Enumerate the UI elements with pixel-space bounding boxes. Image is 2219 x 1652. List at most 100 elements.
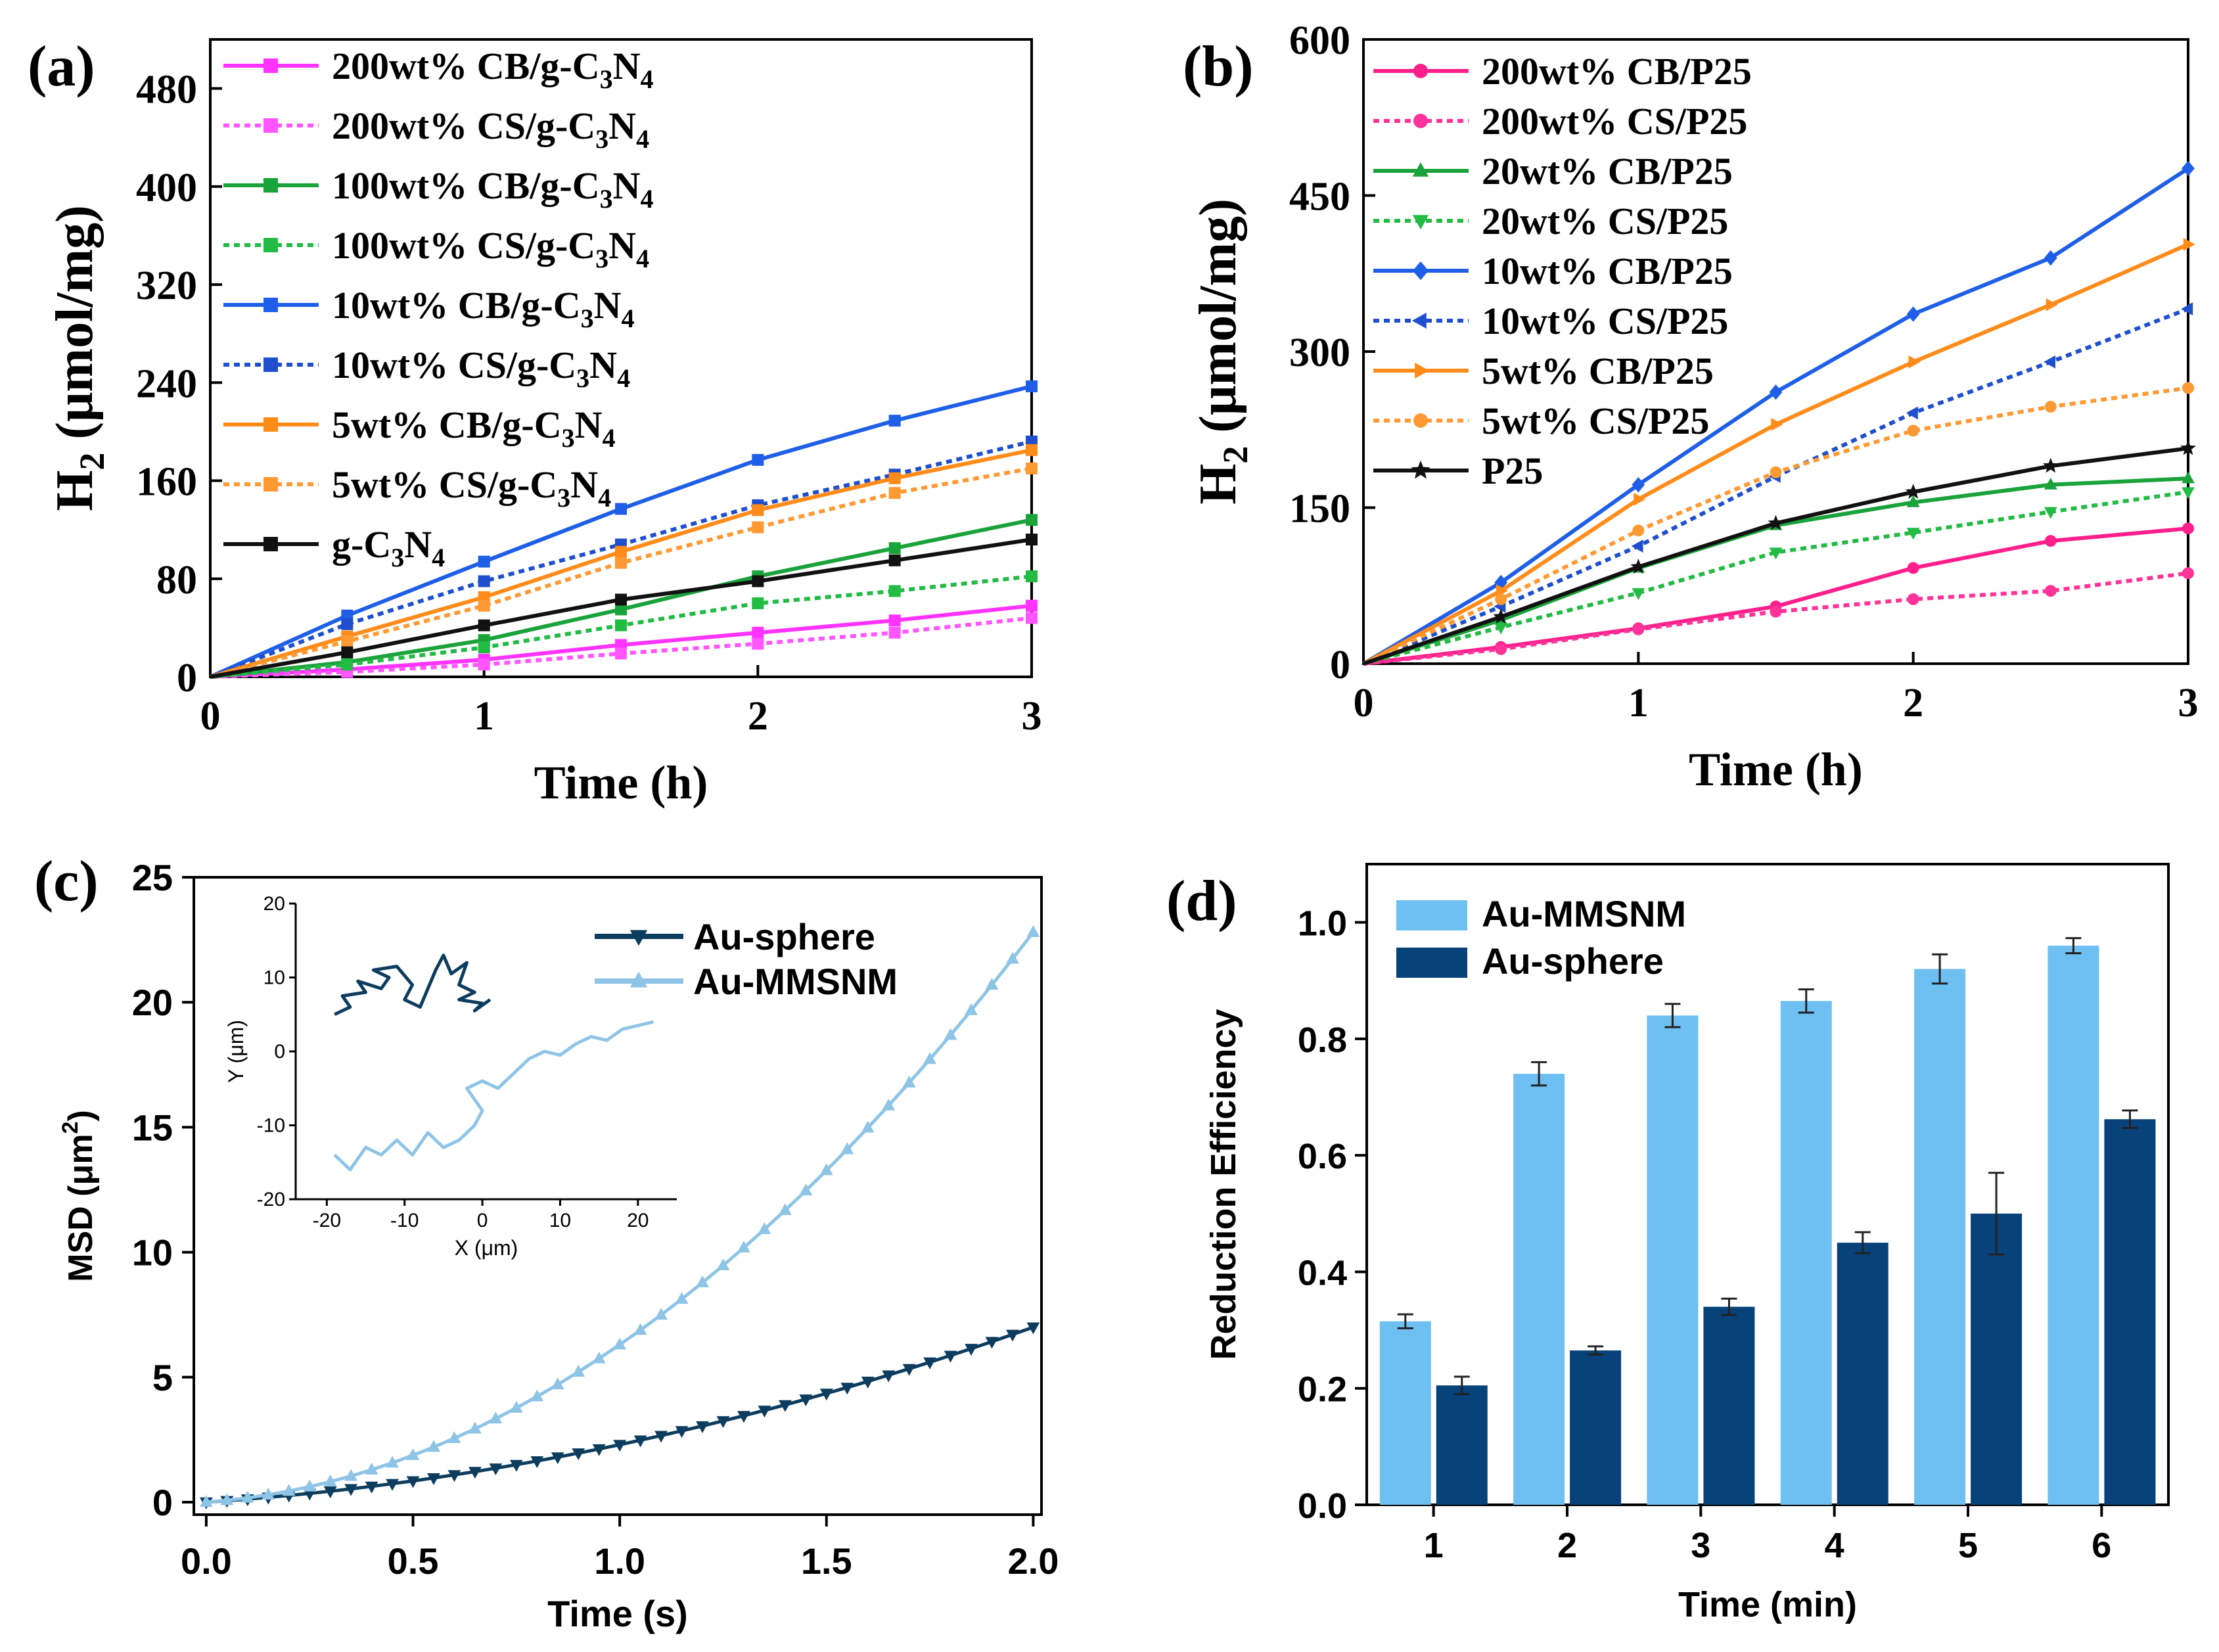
b-x-axis-title: Time (h) xyxy=(1689,743,1863,796)
b-data-point xyxy=(1632,476,1645,493)
b-data-point xyxy=(1771,417,1783,431)
d-plot-frame xyxy=(1365,863,2170,1506)
c-data-point xyxy=(923,1052,936,1065)
b-data-point xyxy=(2044,507,2057,519)
inset-track-1 xyxy=(334,953,492,1017)
c-data-point xyxy=(469,1421,482,1434)
a-legend-label: 10wt% CB/g-C3N4 xyxy=(332,284,634,333)
a-legend-subscript: 4 xyxy=(640,64,653,94)
a-legend-text: N xyxy=(575,403,603,446)
panel-d-chart: 0.0 0.2 0.4 0.6 0.8 1.0 1 2 3 4 5 6 Time (min) Reduct… xyxy=(1204,863,2170,1624)
b-data-point xyxy=(2182,471,2195,484)
c-data-point xyxy=(819,1388,833,1401)
b-y-axis-title: H2 (μmol/mg) xyxy=(1189,198,1255,505)
d-x-axis-title: Time (min) xyxy=(1678,1585,1857,1624)
b-legend-marker xyxy=(1413,413,1428,428)
c-data-point xyxy=(427,1473,440,1485)
c-data-point xyxy=(282,1484,296,1496)
c-data-point xyxy=(758,1406,771,1418)
b-data-point xyxy=(1906,495,1920,507)
inset-x-axis-title: X (μm) xyxy=(455,1236,518,1260)
b-x-tick-label: 3 xyxy=(2178,681,2199,725)
a-legend-text: 100wt% CS/g-C xyxy=(332,224,595,267)
d-y-tick-label: 0.6 xyxy=(1298,1137,1347,1176)
inset-y-tick-label: -10 xyxy=(257,1115,285,1137)
c-plot-frame xyxy=(193,876,1043,1516)
c-data-point xyxy=(551,1377,564,1390)
c-data-point xyxy=(447,1470,461,1482)
c-data-point xyxy=(365,1481,378,1494)
a-legend-text: g-C xyxy=(332,523,391,566)
c-data-point xyxy=(675,1292,689,1304)
b-y-tick-label: 600 xyxy=(1289,18,1350,63)
b-series-line-3 xyxy=(1363,476,2189,666)
a-y-axis-title-main: H xyxy=(46,470,104,511)
c-data-point xyxy=(737,1411,750,1423)
a-legend-text: 100wt% CB/g-C xyxy=(332,164,600,207)
c-data-point xyxy=(654,1308,668,1320)
c-y-axis-title-rest: ) xyxy=(62,1110,100,1121)
c-data-point xyxy=(1006,952,1019,964)
inset-x-tick-label: -10 xyxy=(390,1210,419,1231)
a-legend-text: N xyxy=(608,224,636,267)
b-data-point xyxy=(2044,400,2057,413)
a-y-tick-label: 240 xyxy=(136,361,197,406)
a-legend-marker xyxy=(263,118,278,133)
a-legend-subscript: 4 xyxy=(621,304,634,333)
d-y-axis-title: Reduction Efficiency xyxy=(1204,1009,1243,1360)
c-data-point xyxy=(262,1487,275,1500)
a-legend-subscript: 3 xyxy=(391,543,404,572)
a-data-point xyxy=(615,647,627,660)
a-legend-subscript: 4 xyxy=(598,483,611,513)
d-x-tick-label: 5 xyxy=(1958,1526,1978,1565)
b-data-point xyxy=(1494,622,1508,635)
a-legend-marker xyxy=(263,298,278,312)
a-data-point xyxy=(1026,570,1038,583)
a-legend-text: N xyxy=(570,463,598,506)
inset-x-tick-label: 0 xyxy=(477,1210,488,1231)
b-legend-label: 20wt% CB/P25 xyxy=(1482,150,1733,193)
a-legend-text: N xyxy=(613,45,641,87)
c-data-point xyxy=(386,1456,399,1468)
a-data-point xyxy=(478,658,490,671)
b-data-point xyxy=(2182,567,2194,580)
a-data-point xyxy=(888,626,901,639)
c-data-point xyxy=(654,1431,668,1443)
a-legend-subscript: 3 xyxy=(557,483,570,513)
c-data-point xyxy=(696,1421,709,1433)
b-data-point xyxy=(2044,355,2056,369)
c-data-point xyxy=(530,1456,544,1469)
a-y-tick-label: 0 xyxy=(177,656,197,700)
b-data-point xyxy=(1908,355,1921,369)
d-y-tick-label: 0.0 xyxy=(1298,1486,1347,1526)
d-bar-au-mmsnm xyxy=(1647,1015,1699,1505)
a-y-tick-label: 160 xyxy=(136,460,197,505)
b-data-point xyxy=(2182,522,2194,535)
a-legend-text: N xyxy=(404,523,432,566)
b-x-tick-label: 1 xyxy=(1628,681,1649,725)
c-legend-label: Au-sphere xyxy=(693,916,875,957)
d-bar-au-mmsnm xyxy=(2047,946,2099,1505)
b-data-point xyxy=(1907,424,1919,437)
c-data-point xyxy=(1026,925,1040,937)
b-legend-marker xyxy=(1415,362,1430,379)
d-bar-au-sphere xyxy=(1837,1243,1888,1505)
c-data-point xyxy=(696,1275,709,1288)
a-data-point xyxy=(888,415,901,427)
a-legend-marker xyxy=(263,477,278,492)
b-data-point xyxy=(1907,593,1919,605)
a-data-point xyxy=(341,635,354,647)
d-bar-au-sphere xyxy=(1971,1213,2023,1505)
b-data-point xyxy=(1493,608,1509,624)
c-legend-marker xyxy=(629,971,648,988)
a-data-point xyxy=(1026,462,1038,474)
a-y-tick-label: 80 xyxy=(156,558,197,603)
b-data-point xyxy=(2182,160,2195,177)
a-legend-subscript: 4 xyxy=(636,124,649,154)
d-y-tick-label: 0.8 xyxy=(1298,1021,1347,1060)
b-legend-label: 20wt% CS/P25 xyxy=(1482,200,1728,242)
a-y-tick-label: 400 xyxy=(136,166,197,210)
a-legend-subscript: 4 xyxy=(640,184,653,214)
c-data-point xyxy=(944,1028,957,1040)
